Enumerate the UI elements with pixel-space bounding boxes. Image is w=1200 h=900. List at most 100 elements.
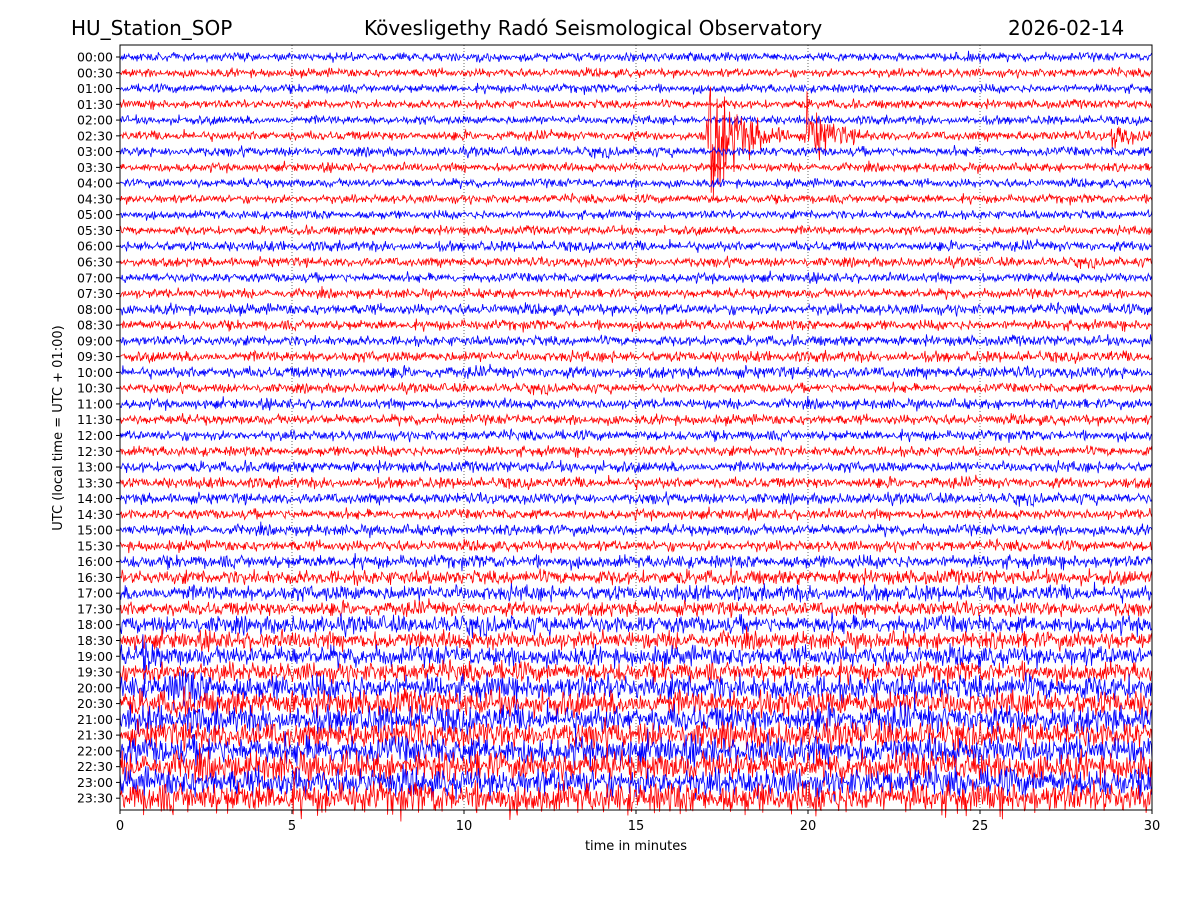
y-tick-label: 01:30 bbox=[77, 97, 113, 112]
trace-1000 bbox=[119, 363, 1153, 380]
y-tick-label: 10:30 bbox=[77, 381, 113, 396]
trace-1530 bbox=[119, 537, 1153, 554]
trace-0330 bbox=[120, 160, 1153, 174]
trace-1230 bbox=[119, 444, 1153, 459]
chart-date: 2026-02-14 bbox=[1008, 16, 1125, 40]
y-tick-label: 15:00 bbox=[77, 523, 113, 538]
trace-0930 bbox=[119, 349, 1153, 364]
trace-2030 bbox=[119, 686, 1153, 720]
y-tick-label: 06:00 bbox=[77, 239, 113, 254]
trace-1330 bbox=[119, 474, 1153, 490]
y-tick-label: 02:30 bbox=[77, 128, 113, 143]
y-axis-label: UTC (local time = UTC + 01:00) bbox=[51, 325, 66, 530]
y-tick-label: 09:30 bbox=[77, 349, 113, 364]
y-tick-label: 22:30 bbox=[77, 759, 113, 774]
y-tick-label: 17:00 bbox=[77, 586, 113, 601]
y-tick-label: 18:00 bbox=[77, 617, 113, 632]
y-tick-label: 06:30 bbox=[77, 255, 113, 270]
trace-0430 bbox=[119, 192, 1153, 206]
y-tick-label: 05:00 bbox=[77, 207, 113, 222]
trace-0800 bbox=[119, 301, 1153, 317]
trace-0830 bbox=[119, 318, 1153, 333]
trace-2100 bbox=[119, 699, 1153, 738]
y-tick-label: 01:00 bbox=[77, 81, 113, 96]
y-tick-label: 19:30 bbox=[77, 665, 113, 680]
y-tick-label: 18:30 bbox=[77, 633, 113, 648]
y-tick-label: 16:30 bbox=[77, 570, 113, 585]
trace-2200 bbox=[119, 728, 1153, 771]
y-tick-label: 08:30 bbox=[77, 318, 113, 333]
trace-0730 bbox=[119, 286, 1153, 301]
x-tick-label: 30 bbox=[1144, 819, 1161, 834]
trace-0500 bbox=[119, 208, 1153, 221]
trace-2000 bbox=[119, 667, 1153, 711]
x-tick-label: 10 bbox=[456, 819, 473, 834]
y-tick-label: 00:30 bbox=[77, 65, 113, 80]
y-tick-label: 23:00 bbox=[77, 775, 113, 790]
station-name: HU_Station_SOP bbox=[71, 16, 233, 40]
trace-1300 bbox=[119, 459, 1153, 474]
trace-2330 bbox=[119, 777, 1153, 822]
trace-0030 bbox=[119, 66, 1153, 79]
y-tick-label: 11:00 bbox=[77, 396, 113, 411]
x-axis-label: time in minutes bbox=[585, 839, 687, 854]
y-tick-label: 11:30 bbox=[77, 412, 113, 427]
x-tick-label: 20 bbox=[800, 819, 817, 834]
y-tick-label: 03:30 bbox=[77, 160, 113, 175]
trace-1200 bbox=[119, 428, 1153, 443]
y-tick-label: 14:30 bbox=[77, 507, 113, 522]
y-tick-label: 12:30 bbox=[77, 444, 113, 459]
y-tick-label: 09:00 bbox=[77, 333, 113, 348]
trace-1400 bbox=[119, 491, 1153, 508]
trace-1800 bbox=[119, 612, 1153, 639]
y-tick-label: 02:00 bbox=[77, 113, 113, 128]
y-tick-label: 19:00 bbox=[77, 649, 113, 664]
y-tick-label: 03:00 bbox=[77, 144, 113, 159]
y-tick-label: 21:30 bbox=[77, 728, 113, 743]
y-tick-label: 22:00 bbox=[77, 743, 113, 758]
trace-0100 bbox=[119, 82, 1153, 95]
trace-1600 bbox=[119, 553, 1153, 572]
x-tick-label: 25 bbox=[972, 819, 989, 834]
trace-0700 bbox=[119, 270, 1153, 285]
y-tick-label: 13:00 bbox=[77, 460, 113, 475]
x-tick-label: 0 bbox=[116, 819, 124, 834]
trace-1430 bbox=[119, 506, 1153, 522]
trace-0900 bbox=[119, 334, 1153, 348]
trace-1130 bbox=[119, 412, 1153, 427]
y-tick-label: 04:30 bbox=[77, 191, 113, 206]
x-tick-label: 5 bbox=[288, 819, 296, 834]
y-tick-label: 23:30 bbox=[77, 791, 113, 806]
y-tick-label: 08:00 bbox=[77, 302, 113, 317]
y-tick-label: 12:00 bbox=[77, 428, 113, 443]
y-tick-label: 17:30 bbox=[77, 601, 113, 616]
trace-1500 bbox=[119, 521, 1153, 539]
trace-1030 bbox=[119, 381, 1153, 397]
trace-2130 bbox=[119, 717, 1153, 756]
trace-0200 bbox=[119, 114, 1153, 127]
y-tick-label: 20:00 bbox=[77, 680, 113, 695]
trace-1700 bbox=[119, 581, 1153, 604]
trace-0300 bbox=[119, 145, 1153, 160]
trace-2230 bbox=[119, 742, 1153, 790]
y-tick-label: 16:00 bbox=[77, 554, 113, 569]
trace-1930 bbox=[119, 658, 1152, 687]
trace-1100 bbox=[119, 396, 1153, 412]
y-tick-label: 15:30 bbox=[77, 538, 113, 553]
trace-0130 bbox=[119, 98, 1153, 111]
y-tick-label: 14:00 bbox=[77, 491, 113, 506]
trace-1830 bbox=[119, 626, 1153, 654]
trace-1900 bbox=[119, 634, 1152, 685]
y-tick-label: 10:00 bbox=[77, 365, 113, 380]
chart-title: Kövesligethy Radó Seismological Observat… bbox=[364, 16, 823, 40]
trace-0000 bbox=[120, 50, 1153, 64]
trace-1730 bbox=[119, 598, 1153, 619]
trace-0400 bbox=[119, 177, 1153, 189]
x-tick-label: 15 bbox=[628, 819, 645, 834]
y-tick-label: 07:30 bbox=[77, 286, 113, 301]
y-tick-label: 05:30 bbox=[77, 223, 113, 238]
trace-0530 bbox=[119, 224, 1153, 237]
trace-0600 bbox=[119, 238, 1153, 253]
trace-2300 bbox=[119, 763, 1153, 802]
